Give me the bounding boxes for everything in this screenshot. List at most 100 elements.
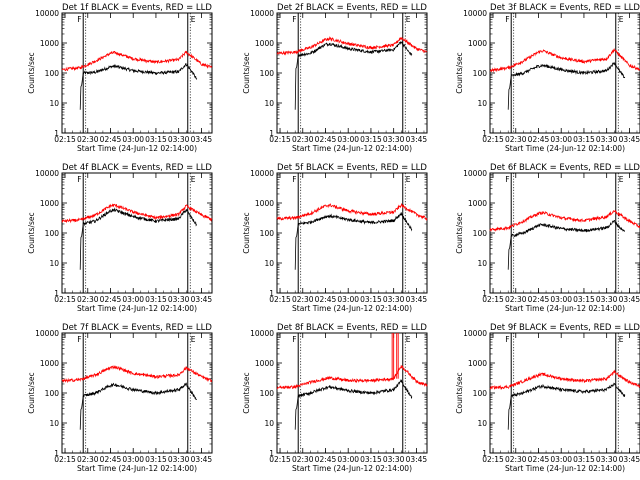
- x-tick-label: 02:30: [292, 135, 314, 144]
- y-tick-label: 1000: [40, 199, 59, 208]
- y-tick-label: 10: [477, 259, 487, 268]
- plot-frame: [276, 12, 428, 134]
- x-tick-label: 02:30: [77, 135, 99, 144]
- y-tick-label: 1000: [468, 39, 487, 48]
- x-tick-label: 03:00: [550, 455, 572, 464]
- y-tick-label: 100: [45, 229, 60, 238]
- x-tick-label: 03:15: [573, 135, 595, 144]
- e-marker-label: E: [619, 335, 624, 344]
- y-axis-label: Counts/sec: [242, 52, 251, 93]
- y-tick-label: 10000: [463, 9, 487, 18]
- e-marker-label: E: [406, 175, 411, 184]
- events-series-line: [294, 212, 413, 270]
- x-axis-label: Start Time (24-Jun-12 02:14:00): [77, 464, 197, 473]
- f-marker-label: F: [77, 175, 81, 184]
- lld-series-line: [489, 369, 640, 390]
- x-tick-label: 02:45: [315, 135, 337, 144]
- f-marker-label: F: [292, 335, 296, 344]
- detector-panel-8: Det 8f BLACK = Events, RED = LLD 1 10 100 10…: [242, 323, 428, 473]
- y-axis-label: Counts/sec: [455, 52, 464, 93]
- x-tick-label: 03:30: [596, 135, 618, 144]
- y-tick-label: 100: [260, 389, 275, 398]
- panel-title: Det 9f BLACK = Events, RED = LLD: [490, 323, 640, 333]
- detector-panel-5: Det 5f BLACK = Events, RED = LLD 1 10 100 10…: [242, 163, 428, 313]
- y-tick-label: 1000: [40, 359, 59, 368]
- y-tick-label: 10000: [463, 169, 487, 178]
- y-tick-label: 10000: [463, 329, 487, 338]
- panel-title: Det 2f BLACK = Events, RED = LLD: [277, 3, 427, 13]
- x-axis-label: Start Time (24-Jun-12 02:14:00): [505, 304, 625, 313]
- x-tick-label: 02:30: [292, 295, 314, 304]
- e-marker-label: E: [191, 175, 196, 184]
- detector-panel-7: Det 7f BLACK = Events, RED = LLD 1 10 100 10…: [27, 323, 213, 473]
- plot-frame: [489, 12, 640, 134]
- x-tick-label: 03:45: [191, 135, 213, 144]
- x-tick-label: 03:45: [406, 135, 428, 144]
- y-tick-label: 10: [49, 419, 59, 428]
- x-tick-label: 02:45: [528, 295, 550, 304]
- y-axis-label: Counts/sec: [27, 52, 36, 93]
- lld-series-line: [489, 209, 640, 233]
- x-axis-label: Start Time (24-Jun-12 02:14:00): [77, 304, 197, 313]
- y-tick-label: 10000: [35, 169, 59, 178]
- e-marker-label: E: [191, 15, 196, 24]
- x-axis-label: Start Time (24-Jun-12 02:14:00): [77, 144, 197, 153]
- events-series-line: [79, 382, 198, 430]
- x-tick-label: 02:45: [100, 135, 122, 144]
- x-tick-label: 03:45: [406, 295, 428, 304]
- x-tick-label: 03:15: [145, 455, 167, 464]
- f-marker-label: F: [505, 15, 509, 24]
- x-tick-label: 03:45: [406, 455, 428, 464]
- x-axis-label: Start Time (24-Jun-12 02:14:00): [505, 464, 625, 473]
- x-tick-label: 03:30: [168, 135, 190, 144]
- events-series-line: [507, 61, 626, 110]
- plot-frame: [61, 332, 213, 454]
- y-tick-label: 1000: [255, 199, 274, 208]
- x-tick-label: 02:30: [505, 455, 527, 464]
- events-series-line: [294, 40, 413, 110]
- x-tick-label: 02:15: [54, 135, 76, 144]
- y-tick-label: 1: [269, 129, 274, 138]
- x-tick-label: 02:30: [77, 455, 99, 464]
- f-marker-label: F: [292, 175, 296, 184]
- x-tick-label: 03:00: [337, 295, 359, 304]
- e-marker-label: E: [619, 15, 624, 24]
- y-tick-label: 100: [260, 229, 275, 238]
- f-marker-label: F: [77, 335, 81, 344]
- x-tick-label: 03:15: [573, 295, 595, 304]
- plot-frame: [61, 172, 213, 294]
- x-axis-label: Start Time (24-Jun-12 02:14:00): [292, 464, 412, 473]
- x-tick-label: 03:15: [573, 455, 595, 464]
- plot-frame: [489, 172, 640, 294]
- e-marker-label: E: [406, 335, 411, 344]
- panel-title: Det 1f BLACK = Events, RED = LLD: [62, 3, 212, 13]
- detector-panel-4: Det 4f BLACK = Events, RED = LLD 1 10 100 10…: [27, 163, 213, 313]
- x-tick-label: 03:45: [619, 135, 640, 144]
- x-tick-label: 03:00: [122, 295, 144, 304]
- e-marker-label: E: [406, 15, 411, 24]
- y-tick-label: 100: [473, 229, 488, 238]
- x-tick-label: 03:15: [360, 295, 382, 304]
- y-tick-label: 1000: [40, 39, 59, 48]
- panel-title: Det 4f BLACK = Events, RED = LLD: [62, 163, 212, 173]
- x-tick-label: 03:00: [550, 135, 572, 144]
- x-tick-label: 03:15: [360, 135, 382, 144]
- y-axis-label: Counts/sec: [27, 212, 36, 253]
- y-tick-label: 100: [473, 389, 488, 398]
- y-tick-label: 1: [269, 289, 274, 298]
- panel-title: Det 8f BLACK = Events, RED = LLD: [277, 323, 427, 333]
- lld-series-line: [61, 364, 213, 384]
- x-tick-label: 02:15: [269, 455, 291, 464]
- y-tick-label: 10: [264, 259, 274, 268]
- panel-title: Det 5f BLACK = Events, RED = LLD: [277, 163, 427, 173]
- detector-panel-2: Det 2f BLACK = Events, RED = LLD 1 10 100 10…: [242, 3, 428, 153]
- y-tick-label: 10000: [35, 9, 59, 18]
- y-tick-label: 10: [49, 259, 59, 268]
- y-tick-label: 10000: [250, 329, 274, 338]
- f-marker-label: F: [77, 15, 81, 24]
- x-tick-label: 02:15: [482, 455, 504, 464]
- y-tick-label: 100: [45, 389, 60, 398]
- x-tick-label: 03:30: [383, 455, 405, 464]
- x-tick-label: 03:00: [337, 135, 359, 144]
